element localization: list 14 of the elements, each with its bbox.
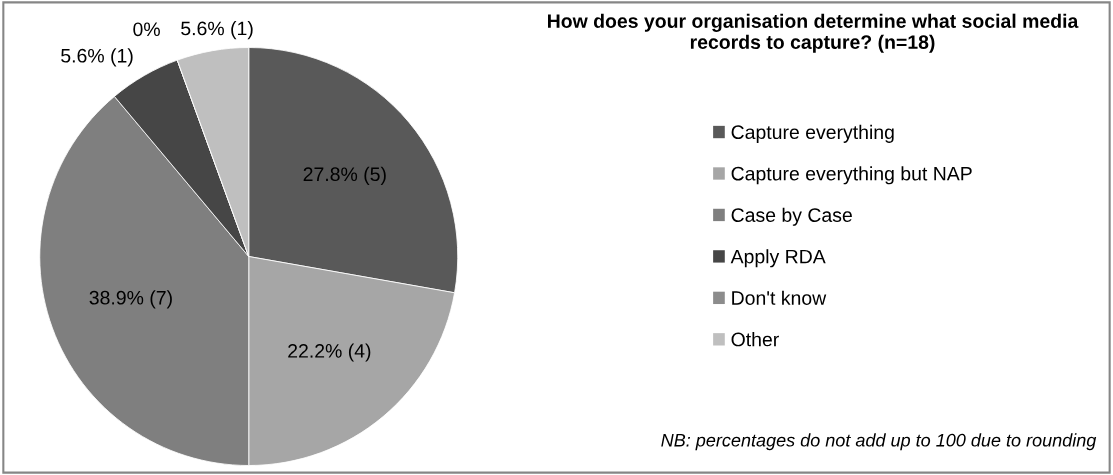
text: 0% (133, 22, 160, 37)
legend-label: Capture everything but NAP (731, 166, 972, 185)
legend-label: Apply RDA (730, 249, 826, 268)
data-label: 22.2% (4) (288, 343, 371, 362)
legend-label: Capture everything (731, 124, 894, 143)
data-label: 5.6% (1) (181, 21, 253, 40)
legend-label: Other (731, 332, 779, 347)
data-label: 27.8% (5) (303, 166, 386, 185)
legend-label: Case by Case (731, 207, 852, 226)
data-label: 38.9% (7) (89, 290, 172, 309)
chart-title: How does your organisation determine what social media records to capture? (n=18) (548, 13, 1079, 53)
data-label: 5.6% (1) (61, 48, 133, 67)
legend-label: Don't know (732, 290, 827, 305)
text: NB: percentages do not add up to 100 due to rounding (661, 433, 1097, 451)
